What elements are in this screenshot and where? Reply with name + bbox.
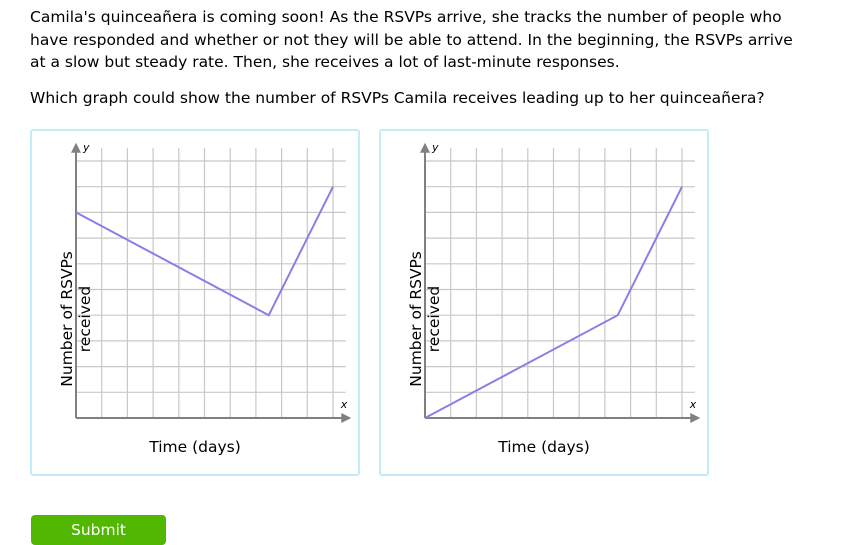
question-text: Camila's quinceañera is coming soon! As … <box>30 8 793 71</box>
x-axis-letter: x <box>340 398 348 411</box>
question-prompt: Which graph could show the number of RSV… <box>30 89 765 107</box>
y-axis-letter: y <box>431 141 439 154</box>
x-axis-arrow-icon <box>341 413 352 423</box>
x-axis-arrow-icon <box>690 413 701 423</box>
y-axis-label: Number of RSVPs received <box>407 251 443 387</box>
x-axis-letter: x <box>689 398 697 411</box>
data-line <box>424 186 683 419</box>
x-axis-label: Time (days) <box>149 438 241 456</box>
submit-button[interactable]: Submit <box>31 515 166 545</box>
y-axis-letter: y <box>82 141 90 154</box>
graph-1-plot: xy <box>71 141 352 423</box>
y-axis-arrow-icon <box>420 142 430 153</box>
graph-2-plot: xy <box>420 141 701 423</box>
data-line <box>75 186 334 317</box>
y-axis-label: Number of RSVPs received <box>58 251 94 387</box>
x-axis-label: Time (days) <box>498 438 590 456</box>
y-axis-arrow-icon <box>71 142 81 153</box>
